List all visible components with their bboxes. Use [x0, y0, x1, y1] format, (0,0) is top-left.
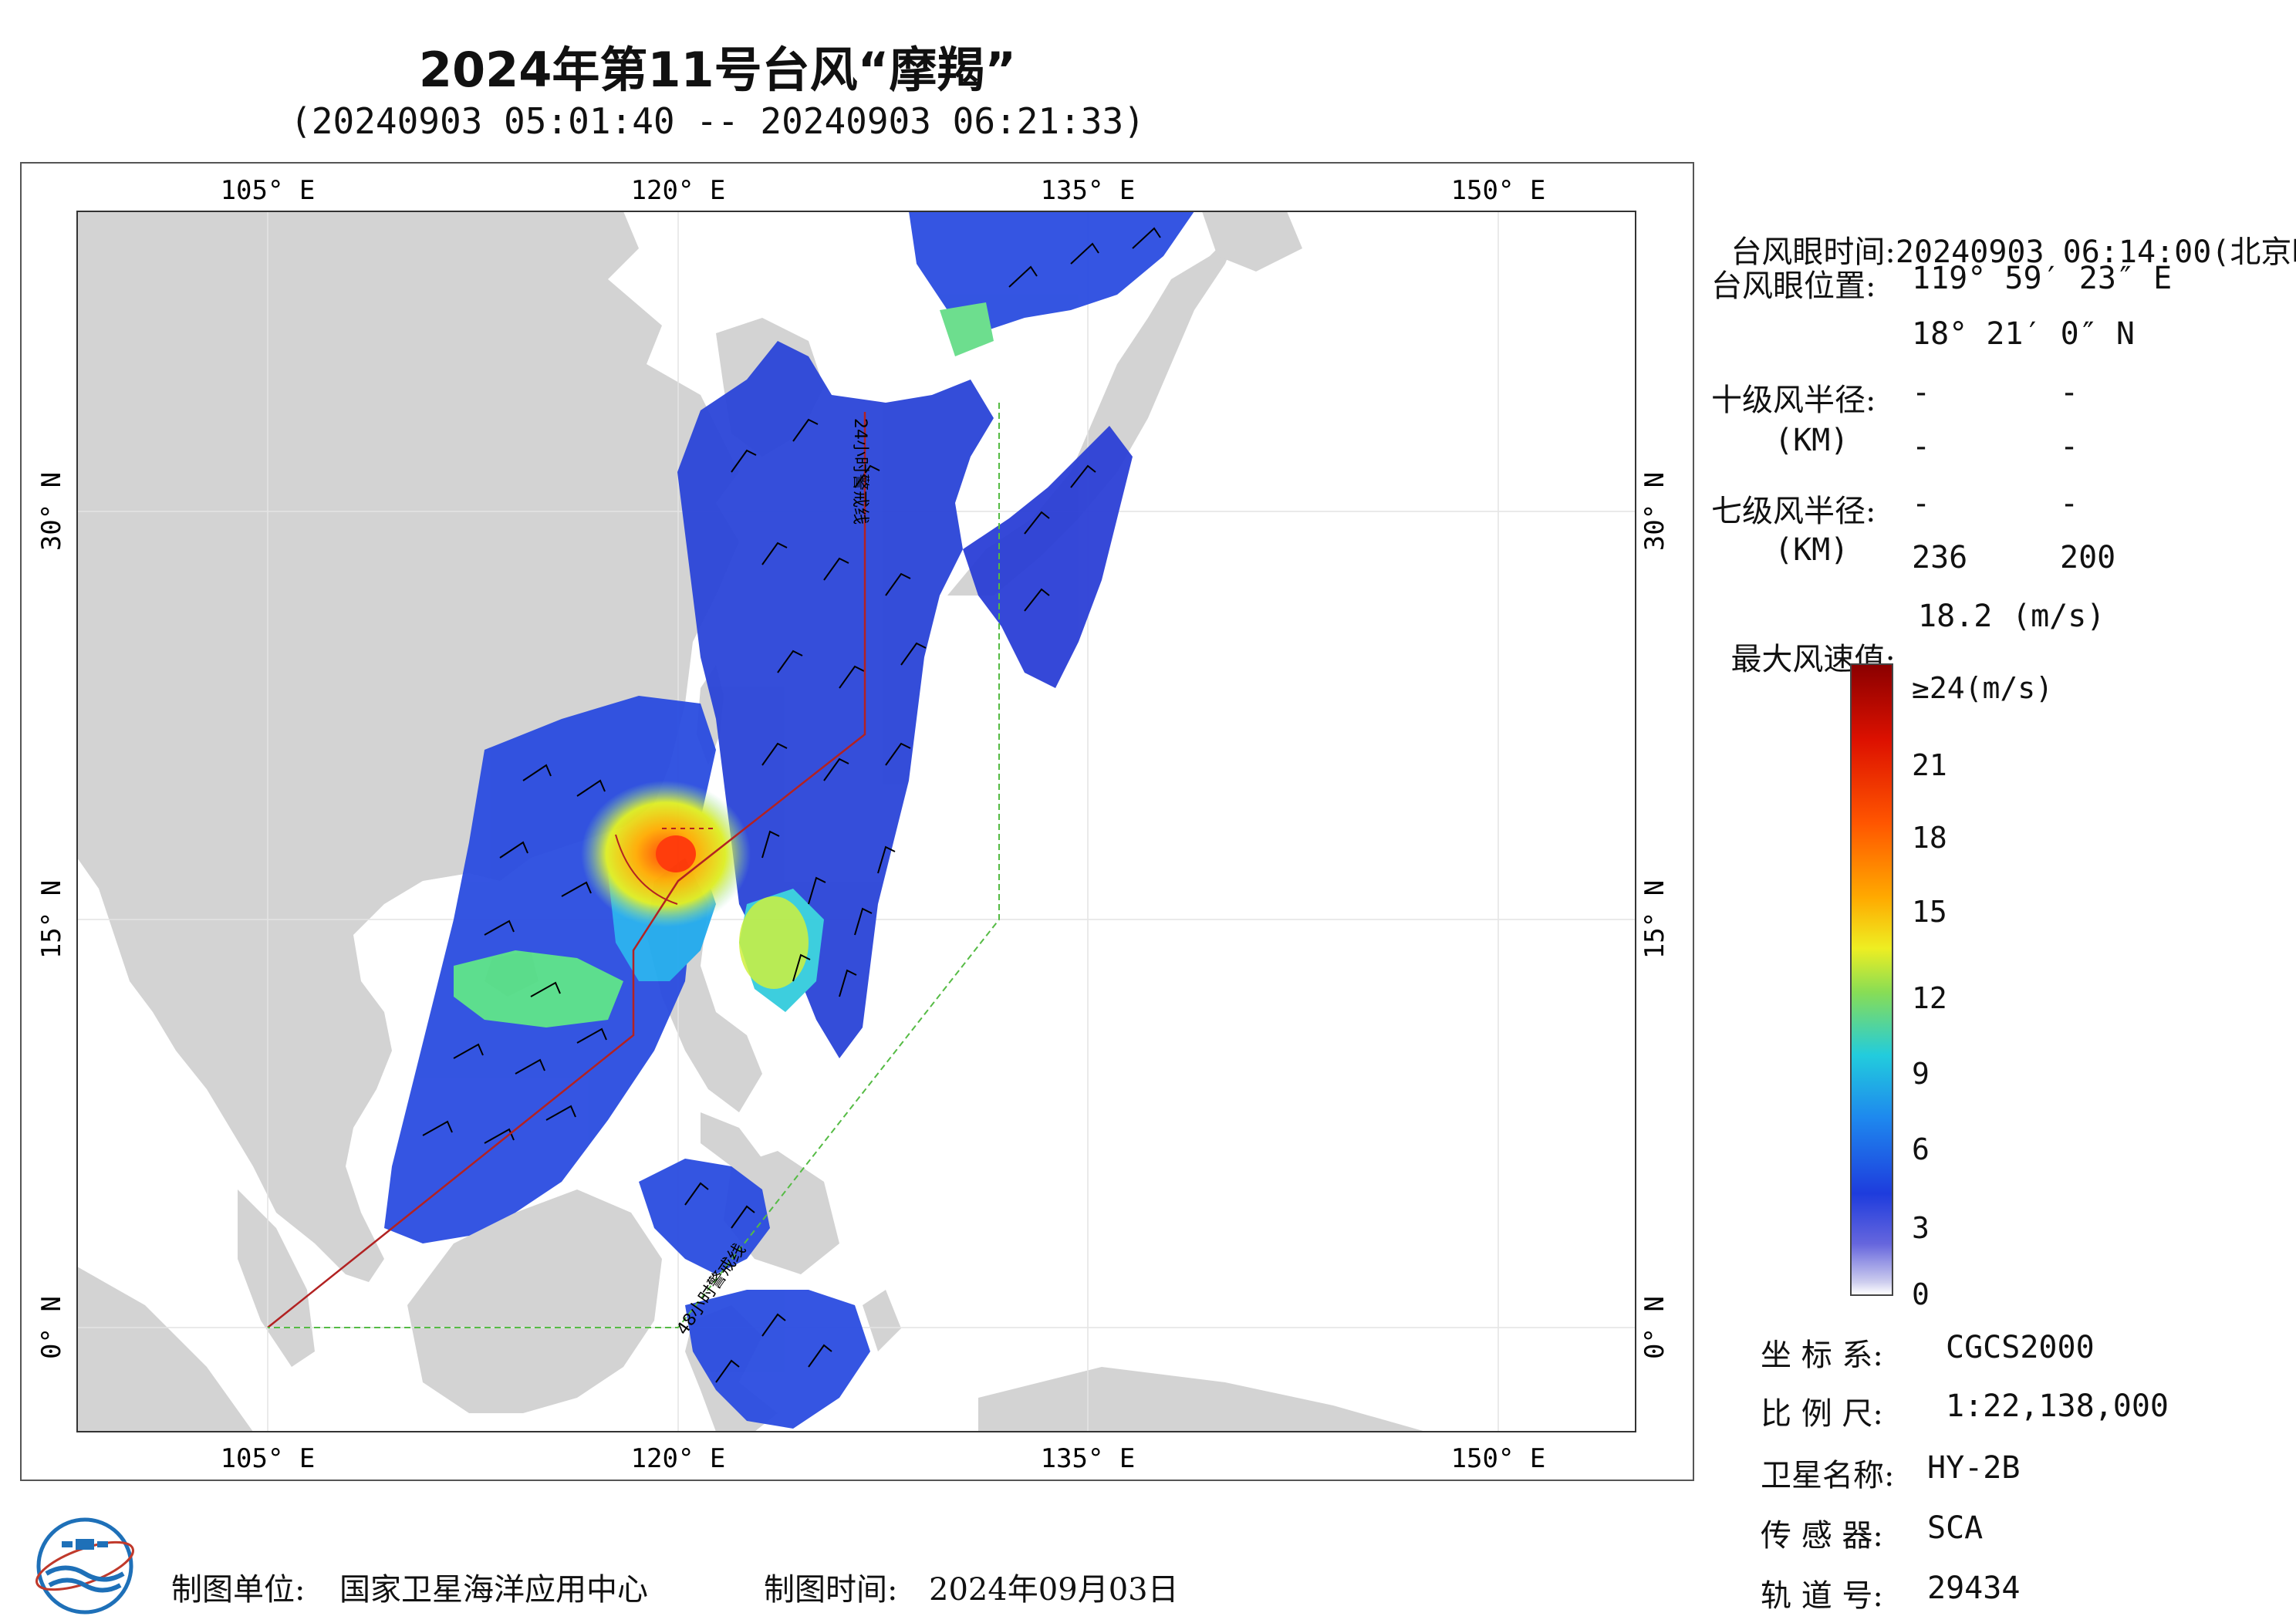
lon-label-bottom-135: 135° E	[1041, 1443, 1136, 1474]
r10-unit: (KM)	[1774, 423, 1849, 458]
colorbar-label-9: 9	[1912, 1057, 1930, 1091]
lon-label-bottom-105: 105° E	[221, 1443, 316, 1474]
lat-label-right-15: 15° N	[1639, 880, 1670, 959]
max-wind-value: 18.2	[1918, 599, 1993, 634]
max-wind-unit: (m/s)	[2012, 599, 2105, 634]
eye-latitude: 18° 21′ 0″ N	[1912, 316, 2135, 352]
lon-label-bottom-120: 120° E	[631, 1443, 726, 1474]
scale-label: 比 例 尺:	[1761, 1396, 1883, 1432]
satellite-value: HY-2B	[1927, 1450, 2021, 1486]
asia-mainland	[77, 211, 739, 1282]
r7-value-sw: 236	[1912, 540, 1968, 575]
warning-line-48h	[268, 403, 1000, 1328]
wind-barbs	[422, 227, 1161, 1383]
nsoas-logo	[31, 1512, 139, 1620]
swath-ne-green	[940, 302, 994, 356]
typhoon-max-wind	[656, 835, 696, 872]
wind-speed-colorbar	[1850, 663, 1893, 1296]
halmahera	[863, 1290, 901, 1351]
lon-label-top-105: 105° E	[221, 175, 316, 206]
colorbar-label-0: 0	[1912, 1277, 1930, 1311]
map-title: 2024年第11号台风“摩羯”	[418, 42, 1017, 98]
east-yellow-band	[739, 896, 809, 989]
r7-value-ne: -	[1912, 486, 1931, 521]
typhoon-eye-marker	[615, 828, 716, 905]
producer-label: 制图单位:	[171, 1572, 306, 1608]
r7-unit: (KM)	[1774, 532, 1849, 568]
map-border	[76, 211, 1636, 1432]
production-date-value: 2024年09月03日	[929, 1572, 1179, 1608]
crs-value: CGCS2000	[1946, 1330, 2095, 1365]
colorbar-label-21: 21	[1912, 748, 1947, 782]
eye-longitude: 119° 59′ 23″ E	[1912, 261, 2173, 296]
r10-value-nw: -	[2060, 429, 2079, 464]
visayas	[701, 1112, 762, 1166]
colorbar-label-12: 12	[1912, 981, 1947, 1015]
swath-ne	[909, 211, 1194, 333]
colorbar-label-15: 15	[1912, 895, 1947, 929]
lat-label-left-30: 30° N	[36, 472, 67, 551]
r10-value-se: -	[2060, 375, 2079, 410]
new-guinea	[978, 1367, 1426, 1432]
crs-label: 坐 标 系:	[1761, 1338, 1883, 1373]
swath-mid-west	[454, 950, 623, 1027]
map-subtitle: (20240903 05:01:40 -- 20240903 06:21:33)	[290, 100, 1145, 142]
satellite-label: 卫星名称:	[1761, 1458, 1895, 1493]
eye-position-label: 台风眼位置:	[1711, 268, 1876, 304]
production-date-label: 制图时间:	[764, 1572, 898, 1608]
r7-value-se: -	[2060, 486, 2079, 521]
eye-time-row: 台风眼时间:20240903 06:14:00(北京时)	[1711, 191, 2296, 272]
logo-icon	[35, 1517, 134, 1615]
borneo	[407, 1189, 662, 1413]
sensor-label: 传 感 器:	[1761, 1518, 1883, 1554]
sensor-value: SCA	[1927, 1510, 1984, 1546]
sumatra	[77, 1267, 253, 1432]
swath-east	[677, 341, 994, 1058]
r10-label: 十级风半径:	[1711, 383, 1876, 418]
colorbar-label-6: 6	[1912, 1132, 1930, 1166]
orbit-label: 轨 道 号:	[1761, 1578, 1883, 1614]
lat-label-right-0: 0° N	[1639, 1296, 1670, 1359]
colorbar-label-18: 18	[1912, 821, 1947, 855]
eye-time-label: 台风眼时间:	[1730, 235, 1896, 270]
orbit-value: 29434	[1927, 1571, 2021, 1606]
warning-line-24h	[267, 412, 866, 1328]
lat-label-left-0: 0° N	[36, 1296, 67, 1359]
eye-time-value: 20240903 06:14:00(北京时)	[1895, 235, 2296, 270]
swath-japan-east	[963, 426, 1133, 688]
producer-value: 国家卫星海洋应用中心	[339, 1572, 648, 1608]
lon-label-top-150: 150° E	[1451, 175, 1546, 206]
r7-label: 七级风半径:	[1711, 494, 1876, 529]
hokkaido	[1202, 211, 1302, 272]
lon-label-top-135: 135° E	[1041, 175, 1136, 206]
colorbar-label-3: 3	[1912, 1211, 1930, 1245]
wind-field-map[interactable]: 24小时警戒线 48小时警戒线 105° E 120° E 135° E 150…	[22, 164, 1693, 1480]
r10-value-sw: -	[1912, 429, 1931, 464]
japan	[947, 225, 1241, 596]
lon-label-bottom-150: 150° E	[1451, 1443, 1546, 1474]
colorbar-label-24: ≥24(m/s)	[1912, 671, 2054, 705]
warning-line-24h-label: 24小时警戒线	[850, 418, 869, 525]
swath-borneo-east	[685, 1290, 870, 1429]
swath-south	[639, 1159, 770, 1274]
lat-label-right-30: 30° N	[1639, 472, 1670, 551]
malay-peninsula	[238, 1189, 315, 1367]
r7-value-nw: 200	[2060, 540, 2116, 575]
scale-value: 1:22,138,000	[1946, 1388, 2169, 1424]
lat-label-left-15: 15° N	[36, 880, 67, 959]
r10-value-ne: -	[1912, 375, 1931, 410]
lon-label-top-120: 120° E	[631, 175, 726, 206]
map-panel: 24小时警戒线 48小时警戒线 105° E 120° E 135° E 150…	[20, 162, 1694, 1481]
wind-field-swath	[384, 211, 1194, 1429]
